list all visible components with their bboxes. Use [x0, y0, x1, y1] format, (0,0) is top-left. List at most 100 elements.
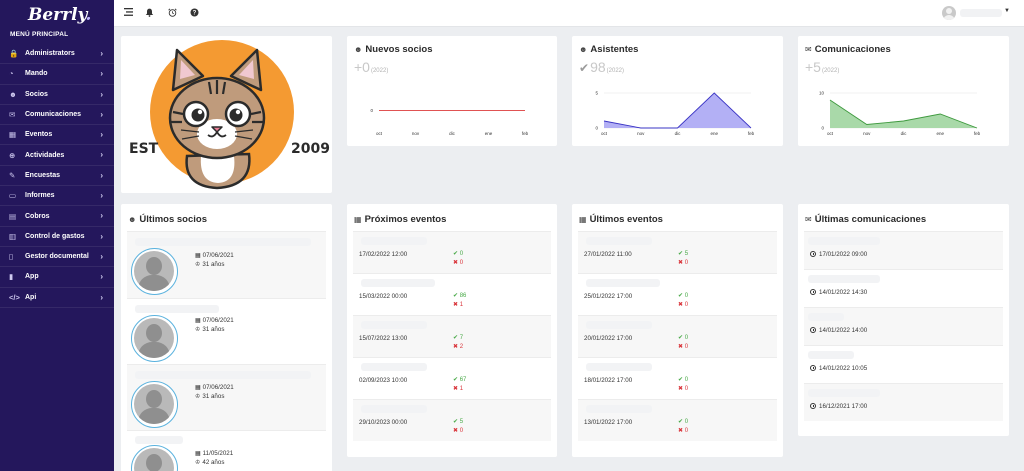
envelope-icon: ✉ [805, 215, 812, 224]
event-date: 13/01/2022 17:00 [584, 419, 633, 426]
sidebar-item-app[interactable]: ▮ App › [0, 267, 114, 288]
sidebar-item-socios[interactable]: ☻ Socios › [0, 85, 114, 105]
event-row[interactable]: 17/02/2022 12:00 ✔ 0 ✖ 0 [353, 231, 551, 273]
menu-toggle-icon[interactable] [123, 8, 133, 18]
list-item[interactable]: ▦ 11/05/2021 ♔ 42 años [127, 430, 326, 471]
communication-row[interactable]: 17/01/2022 09:00 [804, 231, 1003, 269]
chevron-right-icon: › [100, 211, 103, 221]
chart-y-tick-label: 5 [595, 91, 598, 96]
member-date: ▦ 11/05/2021 [195, 450, 234, 457]
chart-y-tick-label: 10 [819, 91, 825, 96]
chevron-right-icon: › [100, 49, 103, 58]
not-attending-count: ✖ 2 [453, 344, 464, 350]
event-row[interactable]: 18/01/2022 17:00 ✔ 0 ✖ 0 [578, 357, 777, 399]
clock-icon [810, 403, 816, 409]
sidebar-item-control-de-gastos[interactable]: ▥ Control de gastos › [0, 227, 114, 247]
communication-row[interactable]: 16/12/2021 17:00 [804, 383, 1003, 421]
event-row[interactable]: 13/01/2022 17:00 ✔ 0 ✖ 0 [578, 399, 777, 441]
sidebar-item-mando[interactable]: ◔ Mando › [0, 64, 114, 85]
chart-x-tick-label: ene [936, 131, 944, 136]
card-title: ✉ Últimas comunicaciones [805, 214, 927, 225]
folder-icon: ▭ [9, 191, 17, 201]
sidebar-item-gestor-documental[interactable]: ▯ Gestor documental › [0, 247, 114, 268]
cross-icon: ✖ [453, 428, 459, 434]
help-icon[interactable]: ? [189, 8, 199, 18]
not-attending-count: ✖ 0 [678, 260, 689, 266]
chart-series-line [829, 99, 978, 129]
chart-area [830, 100, 977, 128]
sidebar-item-label: Comunicaciones [25, 111, 82, 119]
cross-icon: ✖ [453, 344, 459, 350]
alarm-clock-icon[interactable] [167, 8, 177, 18]
communication-subject-placeholder [808, 313, 844, 321]
avatar [131, 445, 178, 471]
member-date: ▦ 07/06/2021 [195, 252, 234, 259]
user-name-placeholder[interactable] [960, 9, 1002, 17]
chart-x-tick-label: ene [710, 131, 718, 136]
cake-icon: ♔ [195, 327, 201, 333]
sidebar-item-encuestas[interactable]: ✎ Encuestas › [0, 166, 114, 187]
event-date: 17/02/2022 12:00 [359, 251, 408, 258]
cross-icon: ✖ [453, 260, 459, 266]
stat-card-asistentes: ☻ Asistentes ✔98(2022) 0 5 oct nov dic ene feb [572, 36, 783, 146]
sidebar-item-comunicaciones[interactable]: ✉ Comunicaciones › [0, 105, 114, 126]
event-date: 15/07/2022 13:00 [359, 335, 408, 342]
member-age: ♔ 31 años [195, 393, 225, 400]
list-item[interactable]: ▦ 07/06/2021 ♔ 31 años [127, 231, 326, 298]
sidebar-item-eventos[interactable]: ▦ Eventos › [0, 125, 114, 146]
sidebar-item-api[interactable]: </> Api › [0, 288, 114, 308]
communication-subject-placeholder [808, 351, 854, 359]
sidebar-item-actividades[interactable]: ⊕ Actividades › [0, 145, 114, 166]
member-age: ♔ 31 años [195, 261, 225, 268]
chart-x-tick-label: feb [748, 131, 755, 136]
event-name-placeholder [586, 405, 652, 413]
communication-row[interactable]: 14/01/2022 14:30 [804, 269, 1003, 307]
communication-row[interactable]: 14/01/2022 14:00 [804, 307, 1003, 345]
cross-icon: ✖ [453, 386, 459, 392]
cake-icon: ♔ [195, 394, 201, 400]
cross-icon: ✖ [453, 302, 459, 308]
check-icon: ✔ [678, 251, 684, 257]
chevron-right-icon: › [100, 150, 103, 160]
event-date: 27/01/2022 11:00 [584, 251, 632, 258]
card-ultimos-socios: ☻ Últimos socios ▦ 07/06/2021 ♔ 31 años ▦ 07… [121, 204, 332, 471]
app-logo[interactable]: Berrly. [28, 5, 92, 25]
avatar [131, 381, 178, 428]
event-row[interactable]: 29/10/2023 00:00 ✔ 5 ✖ 0 [353, 399, 551, 441]
event-row[interactable]: 02/09/2023 10:00 ✔ 67 ✖ 1 [353, 357, 551, 399]
list-item[interactable]: ▦ 07/06/2021 ♔ 31 años [127, 298, 326, 364]
bell-icon[interactable] [144, 8, 154, 18]
stat-card-comunicaciones: ✉ Comunicaciones +5(2022) 0 10 oct nov dic ene… [798, 36, 1009, 146]
event-row[interactable]: 27/01/2022 11:00 ✔ 5 ✖ 0 [578, 231, 777, 273]
sidebar-item-label: Api [25, 293, 37, 301]
list-item[interactable]: ▦ 07/06/2021 ♔ 31 años [127, 364, 326, 430]
event-row[interactable]: 15/03/2022 00:00 ✔ 86 ✖ 1 [353, 273, 551, 315]
attending-count: ✔ 0 [678, 293, 689, 299]
sidebar-item-label: Gestor documental [25, 253, 89, 261]
card-title: ☻ Asistentes [579, 44, 639, 55]
card-title: ☻ Últimos socios [128, 214, 207, 225]
svg-text:?: ? [192, 11, 196, 17]
sidebar-item-informes[interactable]: ▭ Informes › [0, 186, 114, 207]
event-row[interactable]: 25/01/2022 17:00 ✔ 0 ✖ 0 [578, 273, 777, 315]
communication-subject-placeholder [808, 237, 880, 245]
event-row[interactable]: 15/07/2022 13:00 ✔ 7 ✖ 2 [353, 315, 551, 357]
communication-row[interactable]: 14/01/2022 10:05 [804, 345, 1003, 383]
stat-value: +5(2022) [805, 59, 840, 75]
communication-date: 14/01/2022 10:05 [810, 365, 867, 372]
sidebar-item-cobros[interactable]: ▤ Cobros › [0, 206, 114, 227]
caret-down-icon[interactable]: ▼ [1004, 8, 1010, 14]
user-add-icon: ☻ [128, 215, 137, 224]
user-avatar[interactable] [942, 6, 956, 20]
logo-year-text: 2009 [291, 141, 330, 157]
chart-y-tick-label: 0 [595, 126, 598, 131]
sidebar-item-administrators[interactable]: 🔒 Administrators › [0, 44, 114, 65]
not-attending-count: ✖ 0 [453, 428, 464, 434]
not-attending-count: ✖ 0 [678, 302, 689, 308]
event-row[interactable]: 20/01/2022 17:00 ✔ 0 ✖ 0 [578, 315, 777, 357]
sidebar-item-label: Eventos [25, 131, 53, 139]
communication-date: 17/01/2022 09:00 [810, 251, 867, 258]
communication-subject-placeholder [808, 389, 880, 397]
card-title: ▦ Últimos eventos [579, 214, 663, 225]
chart-y-tick-label: 0 [821, 126, 824, 131]
